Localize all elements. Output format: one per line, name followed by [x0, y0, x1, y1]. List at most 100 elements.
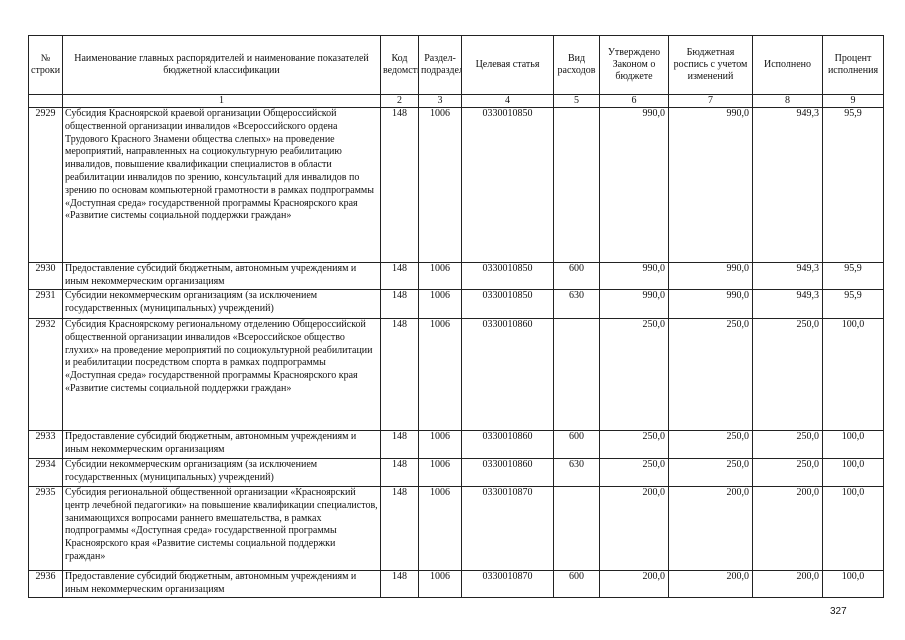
cell-approved: 250,0: [599, 430, 669, 459]
cell-no: 2934: [28, 458, 63, 487]
cell-no: 2931: [28, 289, 63, 319]
cell-executed: 200,0: [752, 486, 823, 571]
cell-razdel: 1006: [418, 262, 462, 290]
cell-vr: [553, 486, 600, 571]
cell-vr: 630: [553, 289, 600, 319]
cell-vr: 630: [553, 458, 600, 487]
cell-approved: 200,0: [599, 570, 669, 598]
header-row: № строки Наименование главных распорядите…: [28, 35, 884, 95]
cell-vr: 600: [553, 570, 600, 598]
cell-csr: 0330010850: [461, 107, 554, 263]
cell-percent: 95,9: [822, 289, 884, 319]
cell-razdel: 1006: [418, 289, 462, 319]
table-row: 2934 Субсидии некоммерческим организациям…: [28, 458, 884, 487]
cell-budget: 250,0: [668, 430, 753, 459]
cell-name: Субсидия региональной общественной орган…: [62, 486, 381, 571]
column-header: № строки: [28, 35, 63, 95]
table-row: 2932 Субсидия Красноярскому региональному…: [28, 318, 884, 431]
column-header: Процент исполнения: [822, 35, 884, 95]
cell-executed: 949,3: [752, 262, 823, 290]
cell-csr: 0330010860: [461, 458, 554, 487]
cell-percent: 100,0: [822, 570, 884, 598]
cell-budget: 200,0: [668, 570, 753, 598]
cell-csr: 0330010850: [461, 289, 554, 319]
cell-percent: 100,0: [822, 430, 884, 459]
cell-budget: 250,0: [668, 458, 753, 487]
column-number: 9: [822, 94, 884, 108]
table-row: 2930 Предоставление субсидий бюджетным, а…: [28, 262, 884, 290]
cell-name: Предоставление субсидий бюджетным, автон…: [62, 430, 381, 459]
cell-percent: 100,0: [822, 486, 884, 571]
cell-percent: 95,9: [822, 107, 884, 263]
column-header: Утверждено Законом о бюджете: [599, 35, 669, 95]
column-header: Раздел-подраздел: [418, 35, 462, 95]
cell-ved: 148: [380, 570, 419, 598]
cell-executed: 250,0: [752, 318, 823, 431]
cell-csr: 0330010870: [461, 570, 554, 598]
cell-razdel: 1006: [418, 318, 462, 431]
column-number: 3: [418, 94, 462, 108]
column-header: Код ведомства: [380, 35, 419, 95]
cell-no: 2936: [28, 570, 63, 598]
column-number: [28, 94, 63, 108]
cell-no: 2935: [28, 486, 63, 571]
cell-percent: 100,0: [822, 318, 884, 431]
table-row: 2933 Предоставление субсидий бюджетным, а…: [28, 430, 884, 459]
cell-name: Субсидия Красноярской краевой организаци…: [62, 107, 381, 263]
cell-ved: 148: [380, 289, 419, 319]
column-header: Исполнено: [752, 35, 823, 95]
cell-approved: 990,0: [599, 289, 669, 319]
cell-vr: [553, 318, 600, 431]
cell-name: Предоставление субсидий бюджетным, автон…: [62, 262, 381, 290]
cell-name: Субсидии некоммерческим организациям (за…: [62, 289, 381, 319]
cell-budget: 990,0: [668, 289, 753, 319]
cell-ved: 148: [380, 262, 419, 290]
cell-csr: 0330010850: [461, 262, 554, 290]
column-header: Целевая статья: [461, 35, 554, 95]
cell-approved: 250,0: [599, 458, 669, 487]
cell-ved: 148: [380, 458, 419, 487]
cell-no: 2932: [28, 318, 63, 431]
table-row: 2936 Предоставление субсидий бюджетным, а…: [28, 570, 884, 598]
cell-approved: 200,0: [599, 486, 669, 571]
cell-vr: 600: [553, 430, 600, 459]
column-header: Бюджетная роспись с учетом изменений: [668, 35, 753, 95]
cell-ved: 148: [380, 430, 419, 459]
table-row: 2931 Субсидии некоммерческим организациям…: [28, 289, 884, 319]
cell-razdel: 1006: [418, 486, 462, 571]
column-number: 1: [62, 94, 381, 108]
cell-budget: 990,0: [668, 262, 753, 290]
cell-no: 2929: [28, 107, 63, 263]
cell-name: Субсидии некоммерческим организациям (за…: [62, 458, 381, 487]
cell-approved: 990,0: [599, 107, 669, 263]
cell-vr: 600: [553, 262, 600, 290]
cell-ved: 148: [380, 486, 419, 571]
column-number: 6: [599, 94, 669, 108]
cell-percent: 100,0: [822, 458, 884, 487]
cell-budget: 200,0: [668, 486, 753, 571]
cell-ved: 148: [380, 318, 419, 431]
cell-executed: 200,0: [752, 570, 823, 598]
cell-csr: 0330010860: [461, 318, 554, 431]
column-number: 2: [380, 94, 419, 108]
cell-razdel: 1006: [418, 570, 462, 598]
cell-approved: 250,0: [599, 318, 669, 431]
budget-table: № строки Наименование главных распорядите…: [28, 35, 884, 598]
cell-executed: 250,0: [752, 458, 823, 487]
cell-razdel: 1006: [418, 458, 462, 487]
cell-executed: 949,3: [752, 289, 823, 319]
cell-csr: 0330010870: [461, 486, 554, 571]
table-row: 2935 Субсидия региональной общественной о…: [28, 486, 884, 571]
cell-name: Предоставление субсидий бюджетным, автон…: [62, 570, 381, 598]
cell-executed: 250,0: [752, 430, 823, 459]
cell-budget: 990,0: [668, 107, 753, 263]
cell-approved: 990,0: [599, 262, 669, 290]
column-number: 5: [553, 94, 600, 108]
column-number: 7: [668, 94, 753, 108]
cell-razdel: 1006: [418, 107, 462, 263]
cell-budget: 250,0: [668, 318, 753, 431]
column-header: Вид расходов: [553, 35, 600, 95]
cell-ved: 148: [380, 107, 419, 263]
cell-no: 2930: [28, 262, 63, 290]
